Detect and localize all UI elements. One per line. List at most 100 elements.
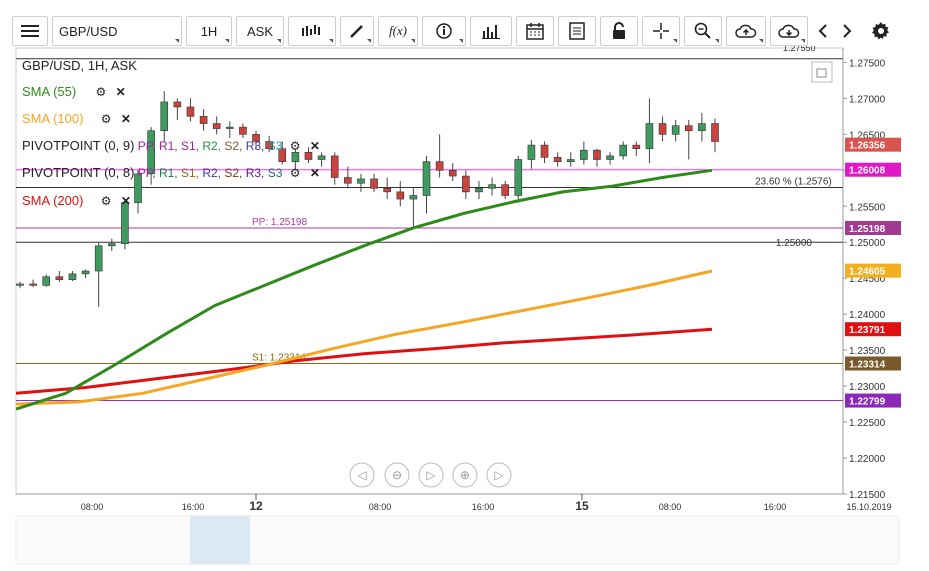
- price-tag: [845, 322, 901, 337]
- level-label: S1: 1.23314: [252, 353, 306, 364]
- indicator-label: PIVOTPOINT (0, 9): [22, 138, 135, 153]
- candle-body: [160, 101, 169, 132]
- candle-body: [304, 152, 313, 160]
- pivot-pp-label: PP,: [137, 139, 156, 153]
- next-icon[interactable]: [836, 16, 858, 46]
- gear-icon[interactable]: ⚙: [95, 85, 107, 99]
- price-tag-label: 1.26356: [849, 141, 886, 152]
- price-axis-label: 1.21500: [849, 490, 886, 501]
- candle-body: [553, 157, 562, 162]
- candle-body: [514, 159, 523, 196]
- price-tag: [845, 220, 901, 235]
- zoom-icon[interactable]: [684, 16, 722, 46]
- price-tag: [845, 162, 901, 177]
- indicator-sma-55[interactable]: SMA (55) ⚙ ✕: [22, 84, 126, 99]
- navigator-strip[interactable]: [15, 515, 900, 565]
- time-axis-label: 16:00: [472, 502, 495, 512]
- draw-icon[interactable]: [340, 16, 374, 46]
- pivot-pp-label: PP,: [137, 166, 156, 180]
- zoom-out-icon[interactable]: [384, 462, 410, 488]
- candle-body: [619, 144, 628, 157]
- price-tag: [845, 137, 901, 152]
- reset-zoom-icon[interactable]: [418, 462, 444, 488]
- calendar-icon[interactable]: [516, 16, 554, 46]
- gear-icon[interactable]: ⚙: [100, 194, 112, 208]
- indicator-pivot-0-9[interactable]: PIVOTPOINT (0, 9) PP, R1, S1, R2, S2, R3…: [22, 138, 320, 153]
- price-axis-label: 1.25500: [849, 202, 886, 213]
- indicator-sma-100[interactable]: SMA (100) ⚙ ✕: [22, 111, 131, 126]
- function-icon[interactable]: f(x): [378, 16, 418, 46]
- time-axis-label: 08:00: [659, 502, 682, 512]
- candle-body: [435, 161, 444, 171]
- close-icon[interactable]: ✕: [120, 194, 131, 208]
- price-tag-label: 1.22799: [849, 397, 886, 408]
- candle-body: [422, 161, 431, 196]
- pivot-s3-label: S3: [267, 166, 283, 180]
- level-axis-label: 1.25000: [776, 238, 813, 249]
- candle-body: [134, 173, 142, 203]
- prev-icon[interactable]: [812, 16, 834, 46]
- gear-icon[interactable]: ⚙: [289, 139, 301, 153]
- candle-body: [540, 144, 549, 158]
- zoom-in-icon[interactable]: [452, 462, 478, 488]
- price-tag-label: 1.24605: [849, 267, 886, 278]
- candle-body: [396, 191, 405, 200]
- candle-type-icon[interactable]: [288, 16, 336, 46]
- indicators-icon[interactable]: [470, 16, 512, 46]
- symbol-label: GBP/USD: [59, 23, 118, 39]
- scroll-right-icon[interactable]: [486, 462, 512, 488]
- close-icon[interactable]: ✕: [115, 85, 126, 99]
- time-axis-label: 15: [575, 499, 589, 513]
- lock-icon[interactable]: [600, 16, 638, 46]
- pivot-s2-label: S2,: [224, 139, 243, 153]
- timeframe-selector[interactable]: 1H: [186, 16, 232, 46]
- candle-body: [383, 187, 391, 193]
- scroll-left-icon[interactable]: [349, 462, 375, 488]
- time-axis-label: 08:00: [81, 502, 104, 512]
- gear-icon[interactable]: [866, 16, 896, 46]
- toolbar: GBP/USD 1H ASK f(x): [10, 14, 900, 46]
- candle-body: [29, 283, 37, 286]
- pivot-s1-label: S1,: [180, 166, 199, 180]
- hamburger-menu-icon[interactable]: [12, 16, 48, 46]
- close-icon[interactable]: ✕: [309, 139, 320, 153]
- pivot-labels: PP, R1, S1, R2, S2, R3, S3: [138, 139, 286, 153]
- pivot-r3-label: R3,: [245, 166, 265, 180]
- pivot-r2-label: R2,: [202, 139, 222, 153]
- candle-body: [291, 152, 300, 162]
- price-axis-label: 1.24000: [849, 310, 886, 321]
- candle-body: [212, 123, 221, 129]
- price-axis-label: 1.22500: [849, 418, 886, 429]
- gear-icon[interactable]: ⚙: [100, 112, 112, 126]
- price-tag-label: 1.23314: [849, 360, 886, 371]
- chart-area[interactable]: 1.275001.270001.265001.260001.255001.250…: [0, 43, 929, 566]
- candle-body: [580, 149, 588, 160]
- crosshair-icon[interactable]: [642, 16, 680, 46]
- info-icon[interactable]: [422, 16, 466, 46]
- scroll-left-icon-glyph: ◁: [357, 468, 367, 482]
- price-type-selector[interactable]: ASK: [236, 16, 284, 46]
- candle-body: [265, 141, 273, 150]
- navigator-window[interactable]: [190, 516, 250, 564]
- candle-body: [462, 175, 470, 193]
- indicator-label: SMA (100): [22, 111, 84, 126]
- close-icon[interactable]: ✕: [309, 166, 320, 180]
- candle-body: [632, 144, 641, 150]
- candle-body: [42, 276, 51, 286]
- popout-icon[interactable]: [811, 61, 833, 83]
- close-icon[interactable]: ✕: [120, 112, 131, 126]
- time-axis-label: 08:00: [369, 502, 392, 512]
- candle-body: [671, 125, 680, 135]
- indicator-sma-200[interactable]: SMA (200) ⚙ ✕: [22, 193, 131, 208]
- gear-icon[interactable]: ⚙: [289, 166, 301, 180]
- pivot-s2-label: S2,: [224, 166, 243, 180]
- cloud-upload-icon[interactable]: [726, 16, 766, 46]
- candle-body: [684, 125, 693, 132]
- symbol-selector[interactable]: GBP/USD: [52, 16, 182, 46]
- time-axis-label: 12: [249, 499, 263, 513]
- price-chart[interactable]: 1.275001.270001.265001.260001.255001.250…: [0, 43, 929, 566]
- cloud-download-icon[interactable]: [770, 16, 808, 46]
- candle-body: [344, 177, 352, 184]
- report-icon[interactable]: [558, 16, 596, 46]
- indicator-pivot-0-8[interactable]: PIVOTPOINT (0, 8) PP, R1, S1, R2, S2, R3…: [22, 165, 320, 180]
